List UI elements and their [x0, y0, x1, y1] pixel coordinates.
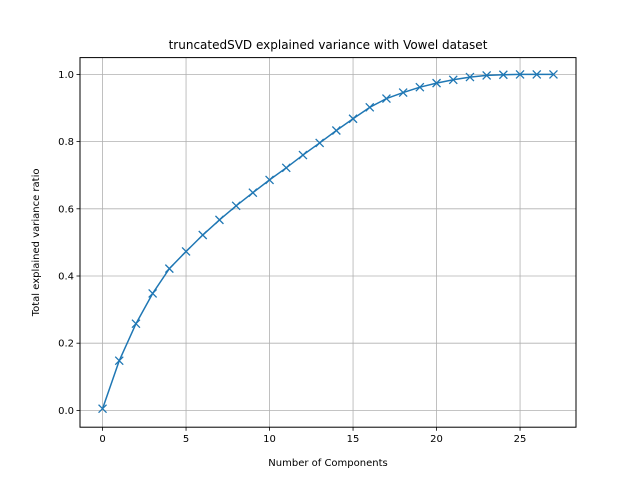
- x-tick-label: 25: [514, 434, 527, 445]
- data-point-marker: [398, 88, 408, 98]
- data-point-marker: [231, 201, 241, 211]
- data-point-marker: [515, 69, 525, 79]
- grid-lines: [80, 57, 576, 428]
- x-tick-label: 5: [183, 434, 189, 445]
- data-point-marker: [281, 163, 291, 173]
- data-point-marker: [265, 175, 275, 185]
- data-point-marker: [482, 70, 492, 80]
- data-point-marker: [148, 289, 158, 298]
- data-point-marker: [164, 264, 174, 274]
- data-point-marker: [381, 94, 391, 104]
- plot-frame: [79, 57, 577, 428]
- data-point-marker: [331, 126, 341, 135]
- data-point-marker: [448, 75, 458, 85]
- y-tick-label: 0.4: [58, 272, 74, 283]
- y-axis-label: Total explained variance ratio: [31, 169, 42, 318]
- data-point-marker: [498, 70, 508, 80]
- data-point-marker: [248, 188, 258, 198]
- data-point-marker: [181, 247, 191, 256]
- x-tick-label: 20: [430, 434, 443, 445]
- data-point-marker: [98, 404, 108, 414]
- data-point-marker: [198, 230, 208, 240]
- y-tick-label: 0.2: [58, 339, 74, 350]
- tick-group: 0 5 10 15 20 25 0.0 0.2 0.4 0.6 0.8 1.0: [58, 70, 526, 445]
- y-tick-label: 0.6: [58, 204, 74, 215]
- data-point-marker: [131, 319, 141, 329]
- y-tick-label: 0.0: [58, 406, 74, 417]
- x-tick-label: 10: [263, 434, 276, 445]
- data-point-marker: [432, 78, 442, 88]
- y-tick-label: 0.8: [58, 137, 74, 148]
- data-point-marker: [365, 102, 375, 112]
- data-point-marker: [465, 72, 475, 82]
- data-point-marker: [548, 69, 558, 79]
- data-point-marker: [415, 82, 425, 92]
- data-point-marker: [315, 138, 325, 148]
- series-group: [98, 69, 558, 414]
- y-tick-label: 1.0: [58, 70, 74, 81]
- series-line: [101, 73, 554, 409]
- data-point-marker: [114, 356, 124, 366]
- data-point-marker: [532, 69, 542, 79]
- data-point-marker: [348, 114, 358, 124]
- x-tick-label: 0: [99, 434, 105, 445]
- data-point-marker: [214, 215, 224, 225]
- x-tick-label: 15: [347, 434, 360, 445]
- chart-title: truncatedSVD explained variance with Vow…: [169, 38, 488, 52]
- data-point-marker: [298, 150, 308, 160]
- x-axis-label: Number of Components: [268, 458, 387, 469]
